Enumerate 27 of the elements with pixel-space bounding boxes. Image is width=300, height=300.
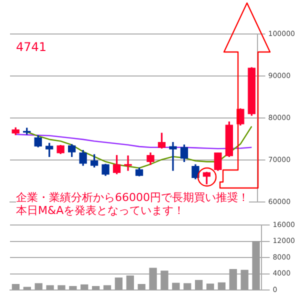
bar bbox=[194, 280, 203, 290]
bar bbox=[114, 278, 123, 290]
bar bbox=[218, 282, 226, 290]
candlestick bbox=[124, 155, 132, 171]
bar bbox=[160, 270, 168, 290]
annotation: 企業・業績分析から66000円で長期買い推奨！ bbox=[16, 191, 249, 204]
text: 本日M&Aを発表となっています！ bbox=[16, 204, 185, 217]
text: 4741 bbox=[16, 40, 47, 54]
bar bbox=[138, 284, 146, 290]
bar bbox=[229, 269, 237, 290]
bar bbox=[149, 268, 157, 290]
bar bbox=[12, 284, 20, 290]
bar bbox=[80, 284, 88, 290]
bar bbox=[34, 283, 42, 290]
candlestick bbox=[169, 142, 177, 171]
bar bbox=[206, 284, 214, 290]
bar bbox=[69, 286, 77, 290]
bar bbox=[240, 270, 248, 290]
bar bbox=[58, 285, 66, 290]
bar bbox=[126, 275, 134, 290]
bar bbox=[184, 283, 192, 290]
bar bbox=[252, 241, 260, 290]
bar bbox=[103, 285, 112, 290]
bar bbox=[23, 286, 31, 290]
bar bbox=[46, 285, 54, 290]
bar bbox=[92, 286, 100, 290]
bar bbox=[172, 282, 180, 290]
